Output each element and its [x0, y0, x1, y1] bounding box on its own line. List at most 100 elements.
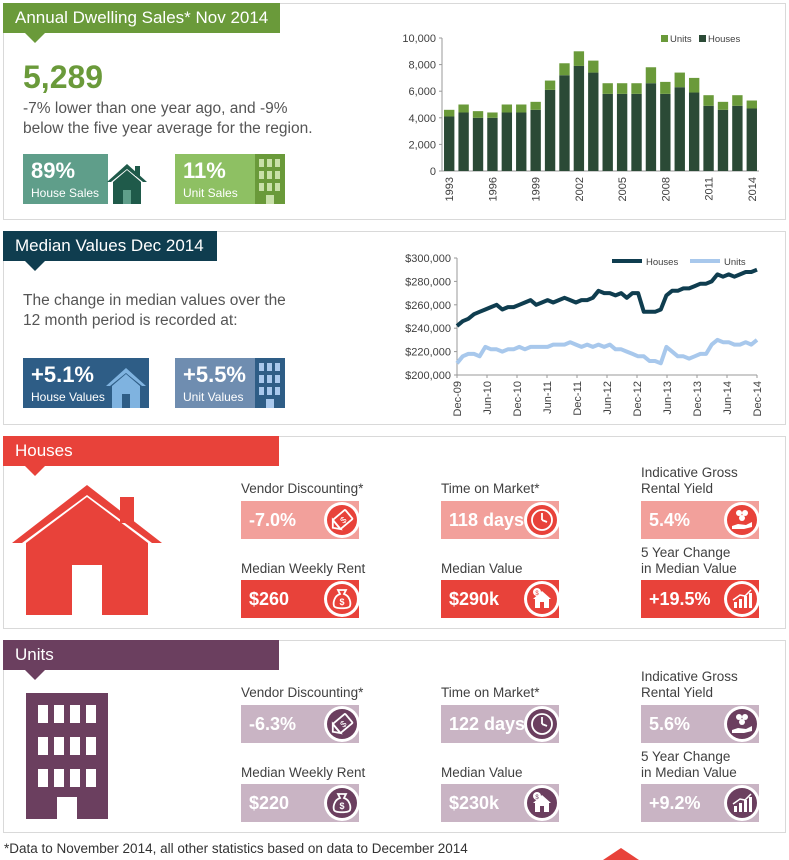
- x-tick-label: 1996: [487, 177, 499, 201]
- x-tick-label: Jun-13: [662, 381, 674, 415]
- houses-panel: Houses Vendor Discounting* -7.0% $ Time …: [3, 436, 786, 629]
- bar-units: [573, 51, 585, 66]
- price-tag-icon: $: [324, 706, 360, 742]
- bar-units: [472, 111, 484, 118]
- bar-houses: [703, 105, 714, 171]
- units-median-label: Median Value: [441, 765, 523, 780]
- large-house-icon: [12, 485, 162, 615]
- y-tick-label: $260,000: [405, 300, 451, 312]
- x-tick-label: Jun-11: [542, 381, 554, 414]
- building-icon: [255, 358, 285, 408]
- x-tick-label: 2014: [747, 177, 759, 201]
- bar-houses: [717, 109, 729, 171]
- y-tick-label: 8,000: [408, 60, 436, 72]
- large-building-icon: [26, 693, 108, 819]
- x-tick-label: Dec-09: [452, 381, 464, 416]
- money-bag-icon: $: [324, 581, 360, 617]
- bar-units: [444, 109, 455, 117]
- bar-units: [516, 104, 527, 113]
- median-desc-line-2: 12 month period is recorded at:: [23, 312, 238, 329]
- y-tick-label: 2,000: [408, 139, 436, 151]
- bar-units: [487, 112, 498, 118]
- bar-units: [501, 104, 513, 113]
- y-tick-label: $200,000: [405, 370, 451, 382]
- houses-rent-label: Median Weekly Rent: [241, 561, 366, 576]
- svg-text:$: $: [339, 597, 344, 607]
- money-bag-icon: $: [324, 785, 360, 821]
- bar-units: [458, 104, 469, 113]
- units-title: Units: [15, 645, 54, 664]
- svg-text:$: $: [339, 801, 344, 811]
- svg-text:$: $: [535, 591, 539, 597]
- tab-notch: [25, 261, 45, 271]
- y-tick-label: $220,000: [405, 347, 451, 359]
- x-tick-label: Dec-13: [692, 381, 704, 416]
- tab-notch: [25, 670, 45, 680]
- bar-units: [645, 67, 657, 84]
- x-tick-label: Jun-14: [722, 381, 734, 415]
- house-icon: [106, 368, 146, 408]
- bar-units: [530, 101, 541, 110]
- median-title-tab: Median Values Dec 2014: [3, 231, 217, 271]
- x-tick-label: Jun-12: [602, 381, 614, 415]
- bar-houses: [674, 87, 685, 171]
- tab-notch: [25, 33, 45, 43]
- house-values-pct: +5.1%: [31, 362, 94, 387]
- x-tick-label: Jun-10: [482, 381, 494, 415]
- bar-units: [631, 83, 642, 94]
- bar-houses: [444, 116, 455, 171]
- hand-coins-icon: [724, 706, 760, 742]
- y-tick-label: $280,000: [405, 276, 451, 288]
- legend-label-units: Units: [670, 34, 692, 45]
- bar-houses: [573, 65, 585, 171]
- footnote: *Data to November 2014, all other statis…: [4, 841, 468, 856]
- x-tick-label: Dec-12: [632, 381, 644, 416]
- units-change-label-2: in Median Value: [641, 765, 737, 780]
- bar-growth-icon: [724, 581, 760, 617]
- bar-units: [717, 101, 729, 110]
- houses-yield-label-1: Indicative Gross: [641, 465, 738, 480]
- y-tick-label: 0: [430, 166, 436, 178]
- bar-houses: [631, 93, 642, 171]
- corner-triangle-decoration: [603, 848, 639, 860]
- houses-time-label: Time on Market*: [441, 481, 540, 496]
- legend-swatch-units: [661, 35, 668, 42]
- bar-houses: [732, 105, 743, 171]
- sales-description: -7% lower than one year ago, and -9% bel…: [23, 99, 313, 139]
- median-description: The change in median values over the 12 …: [23, 291, 286, 331]
- y-tick-label: $240,000: [405, 323, 451, 335]
- bar-units: [660, 81, 671, 94]
- units-change-label-1: 5 Year Change: [641, 749, 731, 764]
- building-icon: [255, 154, 285, 204]
- bar-houses: [458, 112, 469, 171]
- svg-text:$: $: [338, 515, 348, 526]
- hand-coins-icon: [724, 502, 760, 538]
- svg-text:$: $: [535, 795, 539, 801]
- bar-units: [746, 100, 757, 109]
- bar-growth-icon: [724, 785, 760, 821]
- units-panel: Units Vendor Discounting* -6.3% $ Time o…: [3, 640, 786, 833]
- bar-houses: [688, 92, 700, 171]
- units-vendor-label: Vendor Discounting*: [241, 685, 364, 700]
- x-tick-label: 1999: [531, 177, 543, 201]
- bar-units: [588, 60, 599, 73]
- x-tick-label: 2011: [704, 177, 716, 201]
- houses-yield-label-2: Rental Yield: [641, 481, 714, 496]
- line-series-units: [455, 337, 759, 366]
- unit-sales-pct: 11%: [183, 158, 226, 183]
- houses-title-tab: Houses: [3, 436, 279, 476]
- houses-change-label-2: in Median Value: [641, 561, 737, 576]
- legend-swatch-houses: [699, 35, 706, 42]
- house-sales-pct: 89%: [31, 158, 76, 183]
- bar-houses: [588, 72, 599, 171]
- house-sales-label: House Sales: [31, 186, 100, 200]
- units-rent-label: Median Weekly Rent: [241, 765, 366, 780]
- x-tick-label: 2002: [574, 177, 586, 201]
- bar-houses: [616, 93, 628, 171]
- bar-houses: [645, 83, 657, 171]
- house-dollar-icon: $: [524, 785, 560, 821]
- unit-sales-badge: 11% Unit Sales: [175, 154, 285, 204]
- y-tick-label: $300,000: [405, 253, 451, 265]
- bar-houses: [544, 89, 556, 171]
- bar-houses: [660, 93, 671, 171]
